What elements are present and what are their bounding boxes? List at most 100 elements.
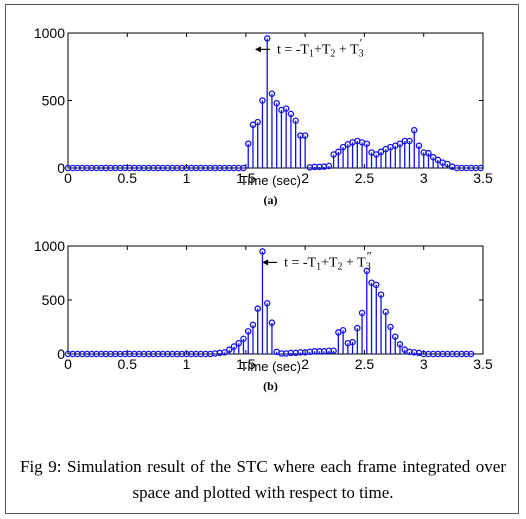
x-tick-label: 1: [183, 170, 191, 186]
stem-marker: [268, 90, 276, 98]
stem-marker: [254, 305, 261, 312]
x-tick-label: 2.5: [355, 170, 375, 186]
stem-marker: [467, 350, 475, 358]
y-tick-label: 500: [42, 292, 66, 308]
stem-marker: [396, 140, 404, 147]
stem-marker: [240, 164, 247, 172]
stem-marker: [363, 267, 371, 275]
stem-marker: [263, 299, 271, 307]
y-tick-label: 1000: [34, 238, 65, 254]
stem-marker: [354, 324, 361, 332]
annotation-text: t = -T: [284, 255, 316, 270]
x-tick-label: 1.5: [236, 356, 256, 372]
annotation-label: t = -T1+T2 + T3″: [284, 248, 372, 272]
stem-marker: [382, 308, 390, 316]
annotation-subscript: 3: [359, 48, 364, 59]
stem-marker: [377, 291, 385, 298]
stem-marker: [287, 110, 295, 118]
stem-marker: [406, 137, 413, 145]
stem-marker: [230, 343, 238, 350]
stem-marker: [415, 142, 423, 149]
stem-marker: [244, 140, 252, 147]
stem-marker: [477, 164, 484, 172]
annotation-subscript: 1: [309, 48, 314, 59]
x-tick-label: 3: [420, 170, 428, 186]
stem-marker: [254, 118, 261, 126]
annotation-label: t = -T1+T2 + T3′: [277, 35, 364, 59]
x-tick-label: 3.5: [473, 170, 493, 186]
stem-marker: [226, 346, 233, 353]
stem-marker: [387, 323, 394, 331]
stem-marker: [434, 156, 442, 164]
x-tick-label: 2.5: [355, 356, 375, 372]
annotation-subscript: 2: [330, 48, 335, 59]
x-axis-label: Time (sec): [240, 173, 301, 188]
stem-marker: [377, 148, 385, 156]
stem-marker: [330, 151, 337, 158]
stem-marker: [259, 97, 266, 104]
annotation-subscript: 1: [316, 261, 321, 272]
stem-marker: [301, 132, 309, 139]
stem-marker: [373, 281, 380, 289]
annotation-arrowhead: [262, 259, 269, 266]
x-tick-label: 0: [64, 356, 72, 372]
stem-marker: [273, 99, 280, 107]
x-tick-label: 0.5: [118, 356, 138, 372]
x-tick-label: 0: [64, 170, 72, 186]
stem-marker: [325, 162, 333, 170]
stem-marker: [392, 333, 399, 340]
stem-marker: [263, 35, 271, 42]
stem-marker: [358, 309, 366, 317]
figure-caption: Fig 9: Simulation result of the STC wher…: [20, 457, 506, 502]
annotation-text: ′: [360, 35, 363, 49]
y-tick-label: 0: [57, 346, 65, 362]
annotation-text: +T: [314, 42, 331, 57]
stem-marker: [221, 349, 228, 356]
y-tick-label: 1000: [34, 25, 65, 41]
annotation-text: + T: [335, 42, 359, 57]
stem-marker: [292, 117, 299, 125]
stem-marker: [240, 335, 247, 343]
stem-marker: [244, 328, 252, 335]
stem-marker: [268, 319, 276, 326]
x-tick-label: 2: [301, 170, 309, 186]
stem-marker: [249, 321, 257, 329]
stem-marker: [396, 341, 404, 348]
stem-marker: [235, 339, 242, 347]
annotation-subscript: 2: [338, 261, 343, 272]
y-tick-label: 500: [42, 93, 66, 109]
stem-marker: [429, 153, 437, 161]
x-tick-label: 1.5: [236, 170, 256, 186]
stem-marker: [410, 126, 418, 134]
x-tick-label: 3: [420, 356, 428, 372]
stem-marker: [335, 148, 342, 156]
stem-marker: [259, 248, 266, 255]
stem-series: [64, 248, 475, 358]
stem-marker: [339, 326, 347, 334]
stem-marker: [330, 347, 337, 355]
x-axis-label: Time (sec): [240, 359, 301, 374]
x-tick-label: 0.5: [118, 170, 138, 186]
stem-marker: [349, 338, 356, 346]
annotation-text: +T: [321, 255, 338, 270]
stem-marker: [339, 143, 347, 151]
panel-label: (b): [263, 379, 278, 393]
y-tick-label: 0: [57, 160, 65, 176]
annotation-arrowhead: [254, 46, 261, 53]
stem-marker: [363, 140, 371, 147]
annotation-subscript: 3: [366, 261, 371, 272]
figure-border: [5, 4, 519, 514]
stem-marker: [444, 160, 451, 168]
stem-marker: [249, 121, 257, 129]
annotation-text: ″: [367, 248, 372, 262]
stem-series: [64, 35, 484, 172]
stem-marker: [373, 151, 380, 158]
stem-marker: [425, 149, 432, 157]
annotation-text: t = -T: [277, 42, 309, 57]
x-tick-label: 1: [183, 356, 191, 372]
annotation-text: + T: [343, 255, 367, 270]
